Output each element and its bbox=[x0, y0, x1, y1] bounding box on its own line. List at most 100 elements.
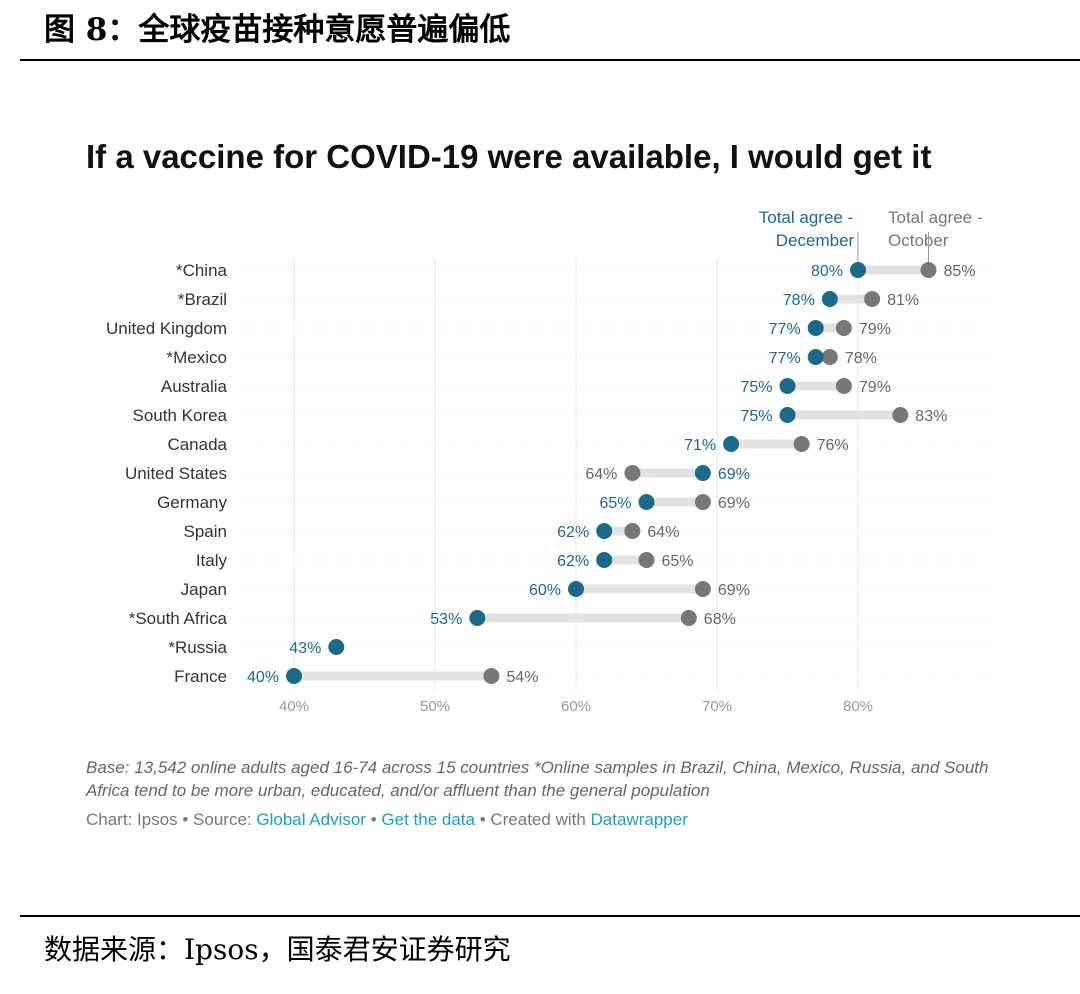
footnote-base: Base: 13,542 online adults aged 16-74 ac… bbox=[86, 758, 989, 800]
december-value-label: 62% bbox=[557, 553, 589, 570]
country-label: Spain bbox=[184, 522, 227, 541]
x-tick-label: 60% bbox=[561, 698, 591, 715]
chart-credits: Chart: Ipsos • Source: Global Advisor • … bbox=[86, 810, 688, 830]
october-dot bbox=[624, 465, 641, 481]
bottom-rule bbox=[20, 915, 1080, 917]
october-dot bbox=[864, 291, 881, 307]
december-dot bbox=[807, 320, 824, 336]
country-label: Canada bbox=[167, 435, 227, 454]
figure-source: 数据来源：Ipsos，国泰君安证券研究 bbox=[44, 933, 511, 966]
october-value-label: 83% bbox=[915, 408, 947, 425]
october-value-label: 69% bbox=[718, 495, 750, 512]
created-with-text: • Created with bbox=[474, 810, 591, 829]
december-value-label: 60% bbox=[529, 582, 561, 599]
chart-title: If a vaccine for COVID-19 were available… bbox=[86, 138, 932, 175]
legend-october-line2: October bbox=[888, 231, 949, 250]
october-value-label: 64% bbox=[585, 466, 617, 483]
x-tick-label: 80% bbox=[843, 698, 873, 715]
country-label: *China bbox=[176, 261, 228, 280]
country-label: Italy bbox=[196, 551, 228, 570]
october-value-label: 64% bbox=[647, 524, 679, 541]
dot-layer bbox=[286, 262, 937, 684]
october-dot bbox=[624, 523, 641, 539]
october-value-label: 68% bbox=[704, 611, 736, 628]
october-value-label: 54% bbox=[506, 669, 538, 686]
october-value-label: 69% bbox=[718, 582, 750, 599]
october-dot bbox=[892, 407, 909, 423]
x-tick-label: 40% bbox=[279, 698, 309, 715]
october-value-label: 79% bbox=[859, 379, 891, 396]
december-value-label: 53% bbox=[430, 611, 462, 628]
figure-title: 图 8：全球疫苗接种意愿普遍偏低 bbox=[44, 12, 511, 48]
october-value-label: 81% bbox=[887, 292, 919, 309]
country-label: Australia bbox=[161, 377, 228, 396]
october-dot bbox=[920, 262, 937, 278]
december-dot bbox=[469, 610, 486, 626]
december-value-label: 80% bbox=[811, 263, 843, 280]
october-dot bbox=[835, 320, 852, 336]
october-dot bbox=[694, 581, 711, 597]
country-label: *Mexico bbox=[167, 348, 227, 367]
country-label: *South Africa bbox=[129, 609, 228, 628]
x-tick-label: 50% bbox=[420, 698, 450, 715]
december-dot bbox=[286, 668, 302, 684]
global-advisor-link[interactable]: Global Advisor bbox=[256, 810, 366, 829]
december-value-label: 75% bbox=[740, 379, 772, 396]
october-value-label: 79% bbox=[859, 321, 891, 338]
december-value-label: 43% bbox=[289, 640, 321, 657]
december-value-label: 65% bbox=[599, 495, 631, 512]
october-value-label: 76% bbox=[817, 437, 849, 454]
legend-december-line2: December bbox=[776, 231, 855, 250]
december-dot bbox=[328, 639, 345, 655]
december-value-label: 71% bbox=[684, 437, 716, 454]
december-dot bbox=[596, 552, 613, 568]
label-layer: *China 80% 85% *Brazil 78% 81% United Kingdom 7… bbox=[106, 261, 976, 686]
country-label: Germany bbox=[157, 493, 227, 512]
october-value-label: 85% bbox=[944, 263, 976, 280]
country-label: United States bbox=[125, 464, 227, 483]
country-label: France bbox=[174, 667, 227, 686]
country-label: South Korea bbox=[132, 406, 227, 425]
legend-october-line1: Total agree - bbox=[888, 208, 983, 227]
december-dot bbox=[596, 523, 613, 539]
december-dot bbox=[723, 436, 740, 452]
country-label: *Russia bbox=[168, 638, 227, 657]
country-label: United Kingdom bbox=[106, 319, 227, 338]
october-dot bbox=[483, 668, 500, 684]
credit-separator: • bbox=[365, 810, 382, 829]
december-dot bbox=[807, 349, 824, 365]
december-dot bbox=[821, 291, 838, 307]
legend-layer: Total agree - December Total agree - Octobe… bbox=[759, 208, 983, 262]
october-dot bbox=[835, 378, 852, 394]
october-dot bbox=[694, 494, 711, 510]
december-dot bbox=[779, 378, 796, 394]
december-dot bbox=[850, 262, 866, 278]
datawrapper-link[interactable]: Datawrapper bbox=[590, 810, 688, 829]
december-value-label: 77% bbox=[769, 321, 801, 338]
country-label: Japan bbox=[181, 580, 227, 599]
october-dot bbox=[680, 610, 697, 626]
x-tick-label: 70% bbox=[702, 698, 732, 715]
top-rule bbox=[20, 59, 1080, 61]
december-value-label: 77% bbox=[769, 350, 801, 367]
december-value-label: 69% bbox=[718, 466, 750, 483]
december-dot bbox=[779, 407, 796, 423]
december-value-label: 62% bbox=[557, 524, 589, 541]
country-label: *Brazil bbox=[178, 290, 227, 309]
get-the-data-link[interactable]: Get the data bbox=[381, 810, 475, 829]
december-dot bbox=[568, 581, 584, 597]
tick-layer: 40% 50% 60% 70% 80% bbox=[279, 698, 873, 715]
october-dot bbox=[638, 552, 655, 568]
december-value-label: 75% bbox=[740, 408, 772, 425]
credit-prefix: Chart: Ipsos • Source: bbox=[86, 810, 257, 829]
legend-december-line1: Total agree - bbox=[759, 208, 854, 227]
december-dot bbox=[638, 494, 655, 510]
october-value-label: 78% bbox=[845, 350, 877, 367]
october-dot bbox=[793, 436, 810, 452]
december-dot bbox=[694, 465, 711, 481]
october-dot bbox=[821, 349, 838, 365]
december-value-label: 40% bbox=[247, 669, 279, 686]
december-value-label: 78% bbox=[783, 292, 815, 309]
october-value-label: 65% bbox=[662, 553, 694, 570]
